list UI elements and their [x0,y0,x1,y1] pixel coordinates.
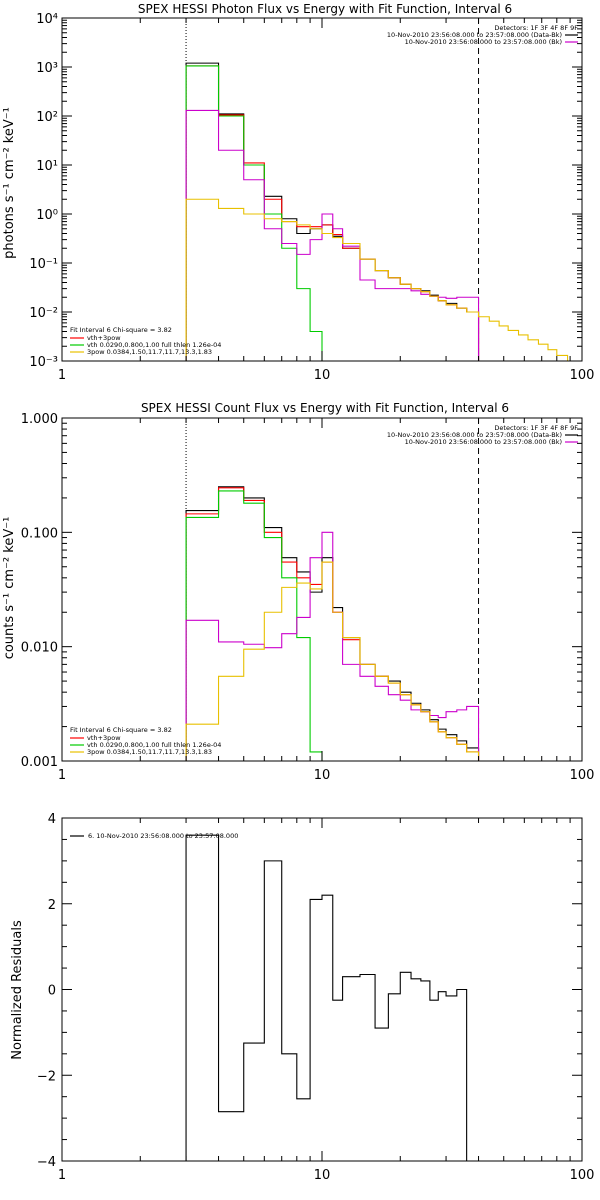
photon-y-axis-label: photons s⁻¹ cm⁻² keV⁻¹ [2,107,17,259]
photon-chart-title: SPEX HESSI Photon Flux vs Energy with Fi… [138,2,512,16]
residuals-legend: 6. 10-Nov-2010 23:56:08.000 to 23:57:08.… [70,832,238,840]
residuals-y-tick-label: 4 [48,812,56,827]
photon-legend-vth3pow: vth+3pow [87,334,121,342]
residuals-legend-label: 6. 10-Nov-2010 23:56:08.000 to 23:57:08.… [88,832,238,840]
photon-legend-data-bk: 10-Nov-2010 23:56:08.000 to 23:57:08.000… [387,31,562,39]
count-legend-data-bk: 10-Nov-2010 23:56:08.000 to 23:57:08.000… [387,431,562,439]
photon-series-3 [185,109,480,361]
photon-legend-left: Fit Interval 6 Chi-square = 3.82 vth+3po… [70,326,221,356]
photon-y-tick-label: 10³ [36,61,58,76]
photon-legend-3pow: 3pow 0.0384,1.50,11.7,11.7,13.3,1.83 [87,348,212,356]
residuals-panel: Normalized Residuals 1 10 100 −4 −2 0 2 4 6. 10… [10,812,595,1183]
residuals-x-tick-label: 100 [570,1168,595,1183]
count-y-tick-label: 0.001 [21,755,58,770]
residuals-x-tick-label: 1 [58,1168,66,1183]
count-legend-left: Fit Interval 6 Chi-square = 3.82 vth+3po… [70,726,221,756]
photon-y-tick-label: 10⁴ [36,12,58,27]
count-x-tick-label: 10 [314,768,331,783]
photon-y-tick-label: 10⁻³ [29,355,58,370]
photon-legend-right: Detectors: 1F 3F 4F 8F 9F 10-Nov-2010 23… [387,24,578,46]
photon-series-4 [185,198,569,361]
count-x-tick-label: 100 [570,768,595,783]
count-legend-detectors: Detectors: 1F 3F 4F 8F 9F [494,424,578,432]
count-series-group [185,486,490,761]
count-y-tick-label: 1.000 [21,412,58,427]
count-legend-bk: 10-Nov-2010 23:56:08.000 to 23:57:08.000… [405,438,562,446]
photon-y-tick-label: 10² [36,110,58,125]
count-legend-vth3pow: vth+3pow [87,734,121,742]
count-legend-right: Detectors: 1F 3F 4F 8F 9F 10-Nov-2010 23… [387,424,578,446]
residuals-y-axis-label: Normalized Residuals [10,920,25,1060]
photon-x-tick-label: 100 [570,368,595,383]
count-series-3 [185,531,480,761]
photon-x-tick-label: 1 [58,368,66,383]
photon-y-tick-label: 10¹ [36,159,58,174]
count-legend-vth: vth 0.0290,0.800,1.00 full thlen 1.26e-0… [87,741,221,749]
residuals-y-tick-label: 2 [48,898,56,913]
count-x-tick-label: 1 [58,768,66,783]
photon-y-tick-label: 10⁻¹ [29,257,58,272]
count-y-tick-label: 0.100 [21,526,58,541]
count-legend-fit-header: Fit Interval 6 Chi-square = 3.82 [70,726,172,734]
photon-flux-panel: SPEX HESSI Photon Flux vs Energy with Fi… [2,2,595,383]
photon-y-tick-label: 10⁰ [36,208,58,223]
count-series-4 [185,561,490,761]
residuals-y-tick-label: −2 [37,1069,56,1084]
count-legend-3pow: 3pow 0.0384,1.50,11.7,11.7,13.3,1.83 [87,748,212,756]
residuals-plot-frame [61,817,583,1162]
photon-plot-frame [61,17,583,362]
residuals-y-tick-label: 0 [48,984,56,999]
photon-legend-fit-header: Fit Interval 6 Chi-square = 3.82 [70,326,172,334]
residuals-series-group [185,834,468,1161]
residuals-y-tick-label: −4 [37,1155,56,1170]
photon-legend-vth: vth 0.0290,0.800,1.00 full thlen 1.26e-0… [87,341,221,349]
count-y-axis-label: counts s⁻¹ cm⁻² keV⁻¹ [2,517,17,660]
photon-y-tick-label: 10⁻² [29,306,58,321]
count-flux-panel: SPEX HESSI Count Flux vs Energy with Fit… [2,401,595,783]
photon-x-tick-label: 10 [314,368,331,383]
photon-series-group [185,62,569,361]
residuals-series-0 [185,834,468,1161]
photon-legend-bk: 10-Nov-2010 23:56:08.000 to 23:57:08.000… [405,38,562,46]
photon-legend-detectors: Detectors: 1F 3F 4F 8F 9F [494,24,578,32]
count-y-tick-label: 0.010 [21,641,58,656]
residuals-x-tick-label: 10 [314,1168,331,1183]
count-chart-title: SPEX HESSI Count Flux vs Energy with Fit… [141,401,509,415]
